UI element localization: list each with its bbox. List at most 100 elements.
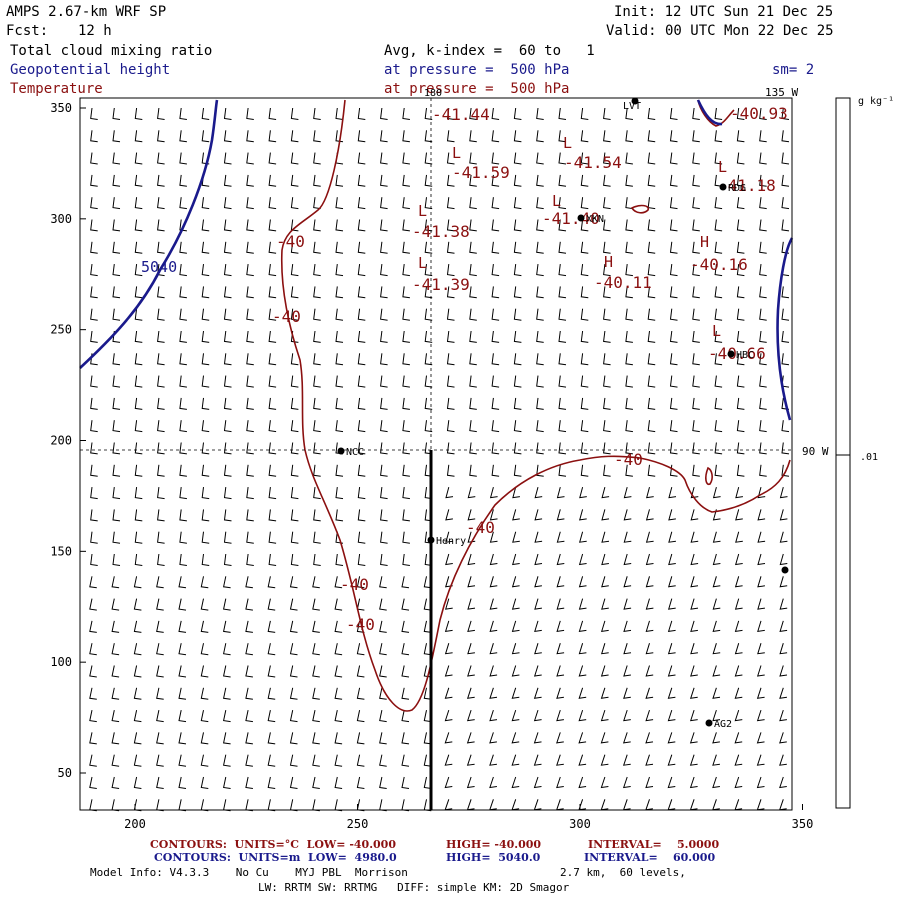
wind-barb	[623, 687, 631, 699]
wind-barb	[402, 264, 410, 277]
wind-barb	[268, 397, 277, 410]
wind-barb	[157, 531, 165, 544]
wind-barb	[690, 553, 699, 566]
wind-barb	[111, 643, 120, 656]
wind-barb	[580, 420, 589, 433]
wind-barb	[692, 197, 700, 210]
wind-barb	[179, 286, 187, 299]
wind-barb	[223, 308, 232, 321]
wind-barb	[334, 776, 343, 789]
wind-barb	[669, 130, 678, 143]
wind-barb	[312, 598, 320, 611]
wind-barb	[335, 197, 344, 210]
wind-barb	[513, 308, 522, 321]
wind-barb	[625, 107, 633, 120]
wind-barb	[603, 330, 611, 343]
wind-barb	[245, 732, 253, 745]
wind-barb	[201, 107, 210, 120]
wind-barb	[511, 576, 520, 588]
wind-barb	[580, 308, 589, 321]
wind-barb	[533, 799, 542, 811]
wind-barb	[290, 509, 299, 522]
station-label: RDG	[728, 183, 746, 194]
wind-barb	[558, 130, 567, 143]
wind-barb	[625, 174, 633, 187]
wind-barb	[313, 174, 321, 187]
wind-barb	[512, 509, 520, 521]
wind-barb	[424, 308, 433, 321]
wind-barb	[313, 509, 321, 522]
wind-barb	[90, 442, 98, 455]
wind-barb	[600, 754, 609, 766]
wind-barb	[603, 397, 611, 410]
wind-barb	[335, 397, 344, 410]
wind-barb	[156, 576, 164, 589]
wind-barb	[533, 709, 542, 722]
wind-barb	[268, 464, 277, 477]
wind-barb	[714, 464, 723, 477]
wind-barb	[690, 598, 699, 610]
wind-barb	[580, 241, 589, 254]
wind-barb	[779, 553, 788, 566]
wind-barb	[444, 620, 453, 633]
y-axis: 50 100 150 200 250 300 350	[50, 101, 86, 780]
wind-barb	[201, 130, 210, 143]
wind-barb	[667, 732, 676, 744]
wind-barb	[736, 264, 745, 277]
wind-barb	[90, 308, 98, 321]
wind-barb	[444, 776, 453, 789]
wind-barb	[692, 353, 700, 366]
wind-barb	[357, 397, 366, 410]
wind-barb	[467, 576, 476, 588]
wind-barb	[469, 174, 477, 187]
wind-barb	[556, 531, 565, 543]
wind-barb	[246, 442, 254, 455]
wind-barb	[669, 375, 678, 388]
wind-barb	[690, 643, 698, 655]
wind-barb	[467, 486, 476, 499]
wind-barb	[536, 420, 544, 433]
wind-barb	[756, 799, 765, 811]
wind-barb	[246, 330, 254, 343]
pressure-marker: L	[563, 134, 572, 152]
wind-barb	[335, 509, 344, 522]
wind-barb	[714, 442, 723, 455]
wind-barb	[357, 152, 366, 165]
wind-barb	[712, 754, 720, 766]
wind-barb	[380, 509, 388, 522]
wind-barb	[647, 107, 656, 120]
wind-barb	[712, 732, 720, 744]
wind-barb	[178, 598, 187, 611]
wind-barb	[692, 174, 700, 187]
wind-barb	[513, 397, 522, 410]
wind-barb	[781, 420, 790, 433]
wind-barb	[402, 353, 410, 366]
wind-barb	[402, 509, 410, 522]
wind-barb	[712, 509, 721, 521]
wind-barb	[511, 687, 520, 699]
wind-barb	[491, 174, 500, 187]
wind-barb	[402, 553, 410, 566]
wind-barb	[112, 509, 121, 522]
wind-barb	[290, 553, 299, 566]
wind-barb	[246, 107, 254, 120]
wind-barb	[689, 732, 698, 744]
wind-barb	[692, 219, 700, 232]
field-height: Geopotential height	[10, 62, 171, 78]
wind-barb	[489, 709, 498, 722]
wind-barb	[469, 264, 477, 277]
wind-barb	[645, 754, 654, 766]
wind-barb	[402, 286, 410, 299]
wind-barb	[556, 553, 565, 566]
wind-barb	[645, 643, 654, 655]
wind-barb	[645, 620, 654, 633]
wind-barb	[736, 353, 745, 366]
wind-barb	[334, 643, 343, 656]
wind-barb	[759, 420, 767, 433]
meridian-right-top-label: 135 W	[765, 86, 798, 99]
wind-barb	[491, 375, 500, 388]
wind-barb	[736, 174, 745, 187]
station-dot	[577, 214, 585, 222]
wind-barb	[734, 732, 743, 744]
wind-barb	[179, 353, 187, 366]
